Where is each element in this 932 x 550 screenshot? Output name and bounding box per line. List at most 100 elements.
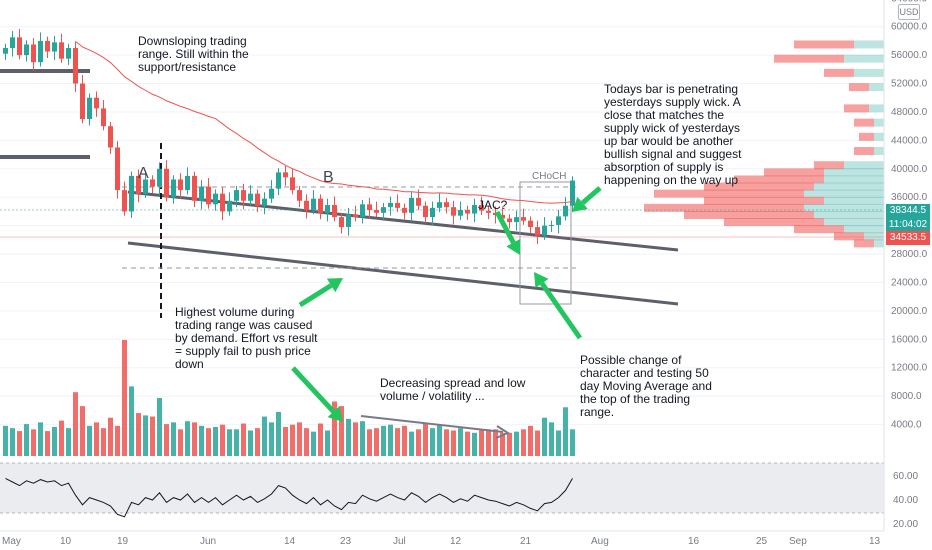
candle-body [171, 179, 176, 198]
volume-bar [136, 413, 141, 456]
candle-body [234, 190, 239, 201]
arrow-volume-bar-head [327, 406, 343, 422]
candle-body [227, 200, 232, 212]
candle-body [38, 40, 43, 63]
time-tick-label: Jul [393, 536, 406, 547]
volume-bar [409, 431, 414, 456]
volume-bar [430, 428, 435, 456]
volume-bar [178, 429, 183, 456]
candle-body [360, 204, 365, 218]
volume-bar [276, 411, 281, 456]
candle-body [129, 175, 134, 212]
vp-buy-bar [844, 54, 884, 63]
candle-body [262, 198, 267, 206]
candle-body [59, 42, 64, 59]
annotation-decreasing: Decreasing spread and low volume / volat… [380, 376, 526, 403]
price-tick-label: 4000.0 [891, 420, 922, 431]
volume-bar [486, 429, 491, 456]
candle-body [514, 217, 519, 223]
time-tick-label: 14 [284, 536, 296, 547]
countdown-value: 11:04:02 [888, 219, 928, 230]
candle-body [122, 190, 127, 212]
candle-body [395, 202, 400, 208]
vp-buy-bar [844, 161, 884, 170]
label-a: A [138, 165, 149, 182]
candle-body [73, 48, 78, 84]
volume-bar [164, 424, 169, 456]
volume-bar [171, 422, 176, 456]
volume-bar [451, 430, 456, 456]
channel-lower-line [127, 241, 679, 306]
time-tick-label: 10 [60, 536, 72, 547]
volume-bar [479, 430, 484, 456]
price-tick-label: 28000.0 [891, 249, 928, 260]
candle-body [444, 202, 449, 208]
arrow-todays-bar-head [572, 196, 588, 212]
time-axis[interactable]: May 10 19 Jun 14 23 Jul 12 21 Aug 16 25 Sep 13 [0, 530, 884, 547]
channel-upper-line [127, 190, 679, 252]
arrow-jac-shaft [494, 210, 516, 244]
candle-body [269, 188, 274, 199]
arrow-highest-volume-shaft [298, 283, 333, 308]
candle-body [10, 37, 15, 49]
volume-bar [241, 423, 246, 456]
volume-bar [255, 428, 260, 456]
volume-bar [3, 425, 8, 456]
vp-buy-bar [854, 40, 884, 49]
price-tick-label: 20000.0 [891, 306, 928, 317]
candle-body [472, 205, 477, 214]
rsi-tick-label: 20.00 [893, 519, 918, 530]
annotation-highest-volume: Highest volume during trading range was … [175, 305, 318, 371]
volume-bar [395, 428, 400, 456]
candle-body [150, 179, 155, 187]
vp-sell-bar [854, 239, 874, 248]
arrow-todays-bar-shaft [581, 186, 602, 205]
volume-profile [644, 40, 884, 248]
vp-buy-bar [869, 83, 884, 92]
volume-bar [129, 386, 134, 456]
volume-bar [472, 432, 477, 456]
candle-body [199, 186, 204, 201]
candle-body [178, 179, 183, 191]
vp-buy-bar [874, 118, 884, 127]
candle-body [458, 210, 463, 216]
volume-bar [192, 422, 197, 456]
vp-sell-bar [794, 40, 854, 49]
price-tick-label: 8000.0 [891, 391, 922, 402]
line-price-value: 34533.5 [889, 232, 927, 243]
candle-body [430, 207, 435, 218]
vp-sell-bar [684, 210, 814, 219]
jac-label: JAC? [478, 198, 508, 212]
candle-body [255, 193, 260, 206]
candle-body [570, 180, 575, 206]
candle-body [192, 175, 197, 201]
vp-buy-bar [869, 104, 884, 113]
candle-body [367, 204, 372, 211]
vp-sell-bar [774, 54, 844, 63]
candle-body [87, 97, 92, 120]
volume-bar [185, 421, 190, 456]
volume-bar [234, 429, 239, 456]
vp-sell-bar [794, 225, 844, 234]
volume-bar [80, 406, 85, 456]
volume-bar [108, 417, 113, 456]
candle-body [388, 202, 393, 208]
candle-body [325, 205, 330, 213]
vp-sell-bar [849, 83, 869, 92]
volume-bar [332, 401, 337, 456]
currency-badge[interactable]: USD [898, 4, 920, 20]
candle-body [339, 217, 344, 228]
time-tick-label: Aug [591, 536, 609, 547]
volume-bar [24, 424, 29, 456]
volume-bar [388, 424, 393, 456]
candle-body [535, 227, 540, 236]
volume-bars [3, 340, 575, 456]
chart-grid [0, 26, 884, 426]
price-tick-label: 64000.0 [891, 0, 928, 4]
arrow-jac-head [506, 238, 521, 255]
vp-buy-bar [854, 68, 884, 77]
volume-bar [38, 422, 43, 456]
moving-average [75, 40, 573, 204]
price-axis[interactable]: 68000.064000.060000.056000.052000.048000… [883, 0, 928, 531]
